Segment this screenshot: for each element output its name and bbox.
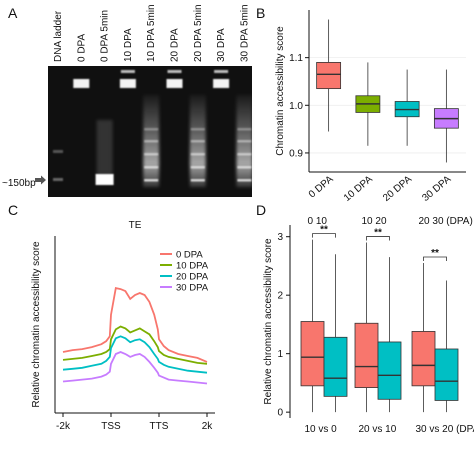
gel-band — [144, 128, 159, 131]
legend-label: 30 DPA — [176, 283, 209, 294]
gel-band — [190, 153, 205, 156]
gel-band — [237, 140, 252, 143]
box — [377, 341, 402, 400]
gel-well — [167, 70, 182, 73]
gel-band — [190, 179, 205, 182]
x-tick-label: TTS — [150, 421, 169, 432]
lane-label: DNA ladder — [53, 10, 64, 62]
gel-band — [237, 128, 252, 131]
gel-band — [190, 140, 205, 143]
lane-label: 0 DPA — [76, 34, 87, 62]
gel-band — [95, 174, 114, 185]
x-tick-label: 10 DPA — [342, 174, 375, 204]
y-axis-label: Relative chromatin accessibility score — [263, 238, 274, 405]
gel-well — [214, 70, 229, 73]
significance-bracket — [366, 236, 390, 241]
gel-band — [53, 178, 63, 181]
x-tick-label: TSS — [101, 421, 121, 432]
panel-a: A DNA ladder 0 DPA 0 DPA 5min 10 DPA 10 DPA … — [2, 4, 253, 197]
panel-c-letter: C — [8, 202, 18, 218]
box — [354, 322, 379, 388]
lane-label: 20 DPA — [170, 28, 181, 62]
box — [323, 336, 348, 397]
x-tick-label: 20 DPA — [381, 174, 414, 204]
box-plot-b: 0.9 1.0 1.1 0 DPA 10 DPA 20 DPA 30 DPA Chromati… — [275, 10, 466, 204]
legend-label: 20 DPA — [176, 272, 209, 283]
group-top-label: 10 20 — [362, 216, 387, 227]
series-line — [62, 335, 208, 374]
x-tick-label: -2k — [56, 421, 71, 432]
lane-label: 0 DPA 5min — [100, 10, 111, 62]
gel-band — [166, 79, 183, 88]
gel-band — [190, 128, 205, 131]
box — [434, 348, 459, 401]
x-tick-label: 0 DPA — [307, 174, 336, 201]
group-top-label: 0 10 — [308, 216, 328, 227]
gel-smear — [96, 120, 113, 175]
lane-label: 10 DPA 5min — [146, 4, 157, 62]
lane-label: 20 DPA 5min — [193, 4, 204, 62]
gel-band — [144, 153, 159, 156]
legend-label: 0 DPA — [176, 250, 203, 261]
series-line — [62, 287, 208, 363]
y-tick-label: 1.0 — [289, 101, 303, 112]
x-group-label: 30 vs 20 (DPA) — [416, 424, 474, 435]
y-tick-label: 0 — [277, 408, 283, 419]
box — [316, 62, 342, 90]
y-tick-label: 1 — [277, 349, 283, 360]
y-tick-label: 0.9 — [289, 148, 303, 159]
box — [300, 321, 325, 387]
x-group-label: 10 vs 0 — [305, 424, 338, 435]
x-tick-label: 2k — [202, 421, 214, 432]
gel-band — [119, 79, 136, 88]
y-axis-label: Relative chromatin accessibility score — [31, 241, 42, 408]
plot-area — [309, 10, 466, 172]
group-top-label: 20 30 (DPA) — [419, 216, 473, 227]
y-tick-label: 1.1 — [289, 53, 303, 64]
gel-band — [144, 140, 159, 143]
marker-label: ~150bp — [2, 178, 36, 189]
gel-bands — [53, 70, 253, 187]
y-tick-label: 3 — [277, 232, 283, 243]
gel-well — [120, 70, 135, 73]
gel-band — [237, 166, 252, 169]
gel-band — [237, 153, 252, 156]
marker-arrow-icon — [35, 175, 46, 185]
panel-b: B 0.9 1.0 1.1 0 DPA 10 DPA 20 DPA 30 DPA Chroma… — [256, 5, 466, 204]
panel-a-letter: A — [8, 5, 18, 21]
gel-band — [190, 166, 205, 169]
gel-band — [53, 150, 63, 153]
y-axis-label: Chromatin accessibility score — [275, 26, 286, 156]
significance-bracket — [312, 233, 336, 238]
panel-d-letter: D — [256, 202, 266, 218]
lane-label: 30 DPA — [216, 28, 227, 62]
lane-label: 10 DPA — [123, 28, 134, 62]
gel-band — [73, 79, 90, 88]
significance-label: ** — [374, 228, 382, 239]
chart-title: TE — [129, 220, 142, 231]
gel-band — [237, 179, 252, 182]
gel-band — [144, 179, 159, 182]
legend-label: 10 DPA — [176, 261, 209, 272]
y-tick-label: 2 — [277, 291, 283, 302]
x-group-label: 20 vs 10 — [359, 424, 397, 435]
significance-bracket — [423, 256, 447, 262]
lane-label: 30 DPA 5min — [239, 4, 250, 62]
series-line — [62, 325, 208, 365]
box — [411, 331, 436, 387]
significance-label: ** — [431, 248, 439, 259]
gel-band — [213, 79, 230, 88]
panel-b-letter: B — [256, 5, 265, 21]
series-line — [62, 351, 208, 385]
x-tick-label: 30 DPA — [420, 174, 453, 204]
significance-label: ** — [320, 225, 328, 236]
gel-band — [144, 166, 159, 169]
lane-labels: DNA ladder 0 DPA 0 DPA 5min 10 DPA 10 DPA 5m… — [53, 4, 250, 62]
